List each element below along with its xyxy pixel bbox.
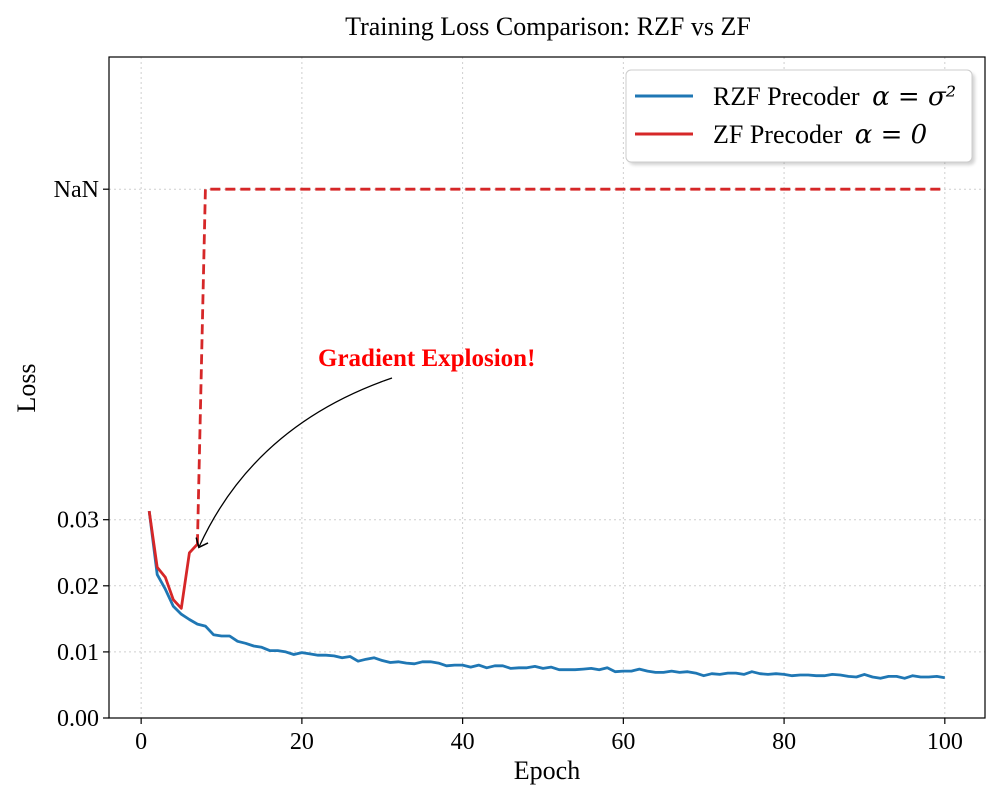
legend-entry-rzf: RZF Precoder α = σ² (713, 82, 956, 112)
annotation: Gradient Explosion! (195, 345, 535, 549)
x-tick-label: 0 (135, 729, 147, 755)
series-line-0 (147, 510, 946, 680)
y-tick-label: 0.00 (57, 706, 99, 732)
y-tick-label: 0.02 (57, 574, 99, 600)
y-tick-label: NaN (54, 177, 99, 203)
annotation-arrow (195, 377, 393, 549)
legend-label-rzf: RZF Precoder (713, 82, 860, 111)
series-line-2 (196, 187, 945, 545)
series-line-1 (147, 510, 199, 610)
plot-frame (108, 56, 986, 719)
x-tick-label: 100 (927, 729, 963, 755)
legend-label-zf: ZF Precoder (713, 120, 843, 149)
x-axis: 0 20 40 60 80 100 (135, 718, 963, 755)
chart-title: Training Loss Comparison: RZF vs ZF (345, 12, 751, 41)
x-axis-label: Epoch (514, 756, 580, 785)
y-axis: 0.00 0.01 0.02 0.03 NaN (54, 177, 109, 732)
y-axis-label: Loss (12, 363, 41, 412)
annotation-text: Gradient Explosion! (318, 345, 535, 372)
x-tick-label: 60 (611, 729, 635, 755)
y-tick-label: 0.01 (57, 640, 99, 666)
legend-math-rzf: α = σ² (872, 82, 956, 112)
x-tick-label: 20 (290, 729, 314, 755)
legend-math-zf: α = 0 (855, 120, 927, 150)
y-tick-label: 0.03 (57, 508, 99, 534)
legend-box (625, 69, 973, 163)
legend: RZF Precoder α = σ² ZF Precoder α = 0 (625, 69, 973, 163)
legend-entry-zf: ZF Precoder α = 0 (713, 120, 927, 150)
x-tick-label: 80 (772, 729, 796, 755)
series-layer (147, 187, 946, 680)
x-tick-label: 40 (451, 729, 475, 755)
